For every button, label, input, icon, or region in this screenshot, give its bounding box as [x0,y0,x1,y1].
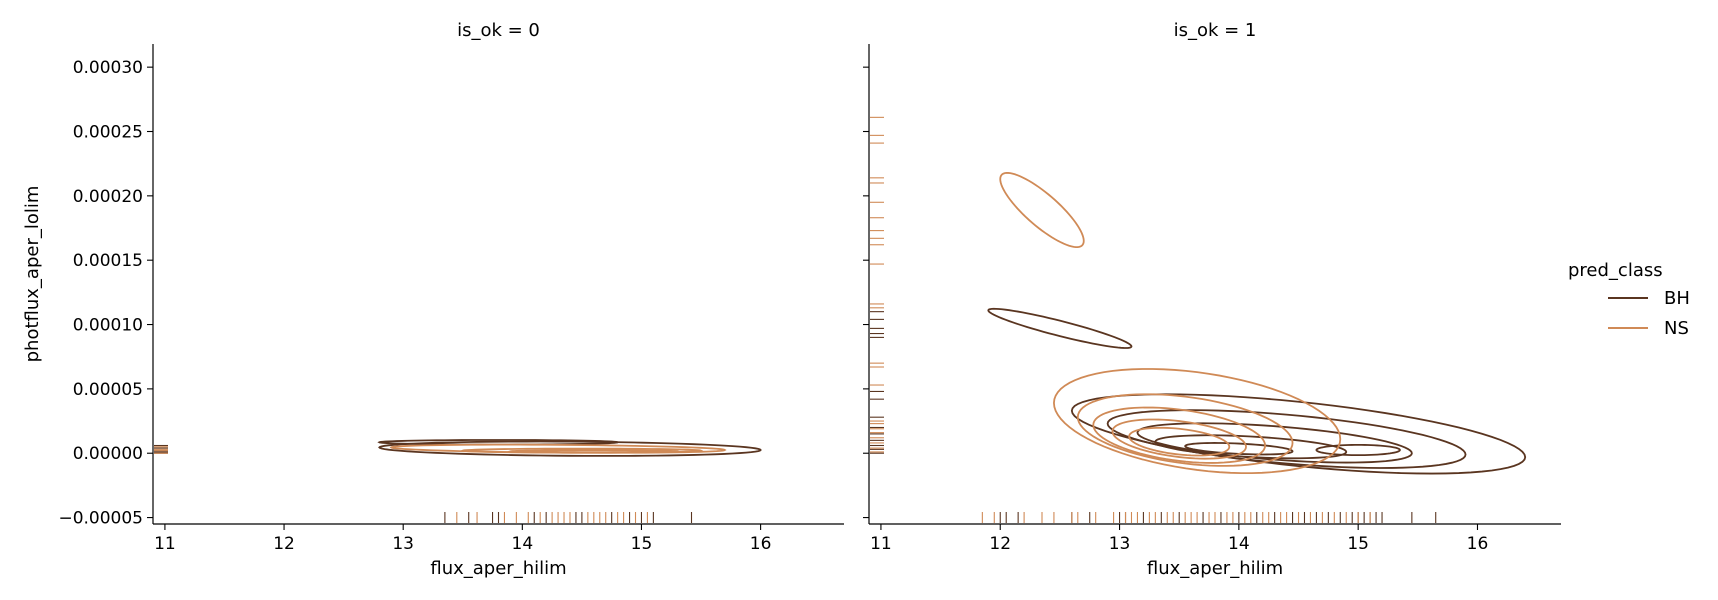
facet-title: is_ok = 1 [1174,20,1257,41]
kde-contour-ns [1076,393,1294,467]
kde-contour-bh [378,440,762,457]
x-tick-label: 11 [154,534,176,554]
legend-label-bh: BH [1664,288,1690,309]
kde-contour-bh [987,307,1133,349]
kde-contour-ns [1053,368,1342,475]
legend-title: pred_class [1568,260,1663,281]
y-tick-label: −0.00005 [58,509,143,529]
x-tick-label: 15 [1347,534,1369,554]
y-tick-label: 0.00010 [73,316,143,336]
kde-contour-bh [1136,422,1413,464]
kde-contour-bh [1070,393,1527,475]
x-tick-label: 16 [1467,534,1489,554]
kde-contour-ns [999,172,1085,249]
x-tick-label: 15 [631,534,653,554]
kde-contour-ns [1111,418,1247,460]
kde-contour-ns [507,449,681,454]
y-tick-label: 0.00015 [73,251,143,271]
y-axis-title: photflux_aper_lolim [22,186,43,363]
legend-label-ns: NS [1664,318,1689,339]
x-axis-title: flux_aper_hilim [1147,558,1283,579]
x-tick-label: 11 [870,534,892,554]
x-tick-label: 14 [1228,534,1250,554]
kde-contour-bh [1315,443,1401,457]
x-tick-label: 12 [273,534,295,554]
x-axis-title: flux_aper_hilim [430,558,566,579]
x-tick-label: 13 [1109,534,1131,554]
x-tick-label: 13 [392,534,414,554]
kde-contour-bh [1106,409,1467,469]
kde-contour-ns [1128,426,1231,457]
y-tick-label: 0.00020 [73,187,143,207]
y-tick-label: 0.00030 [73,58,143,78]
x-tick-label: 14 [512,534,534,554]
kde-contour-ns [1092,406,1267,464]
facet-title: is_ok = 0 [457,20,540,41]
x-tick-label: 16 [750,534,772,554]
x-tick-label: 12 [989,534,1011,554]
y-tick-label: 0.00000 [73,444,143,464]
kde-contour-bh [1154,434,1348,460]
y-tick-label: 0.00005 [73,380,143,400]
y-tick-label: 0.00025 [73,123,143,143]
